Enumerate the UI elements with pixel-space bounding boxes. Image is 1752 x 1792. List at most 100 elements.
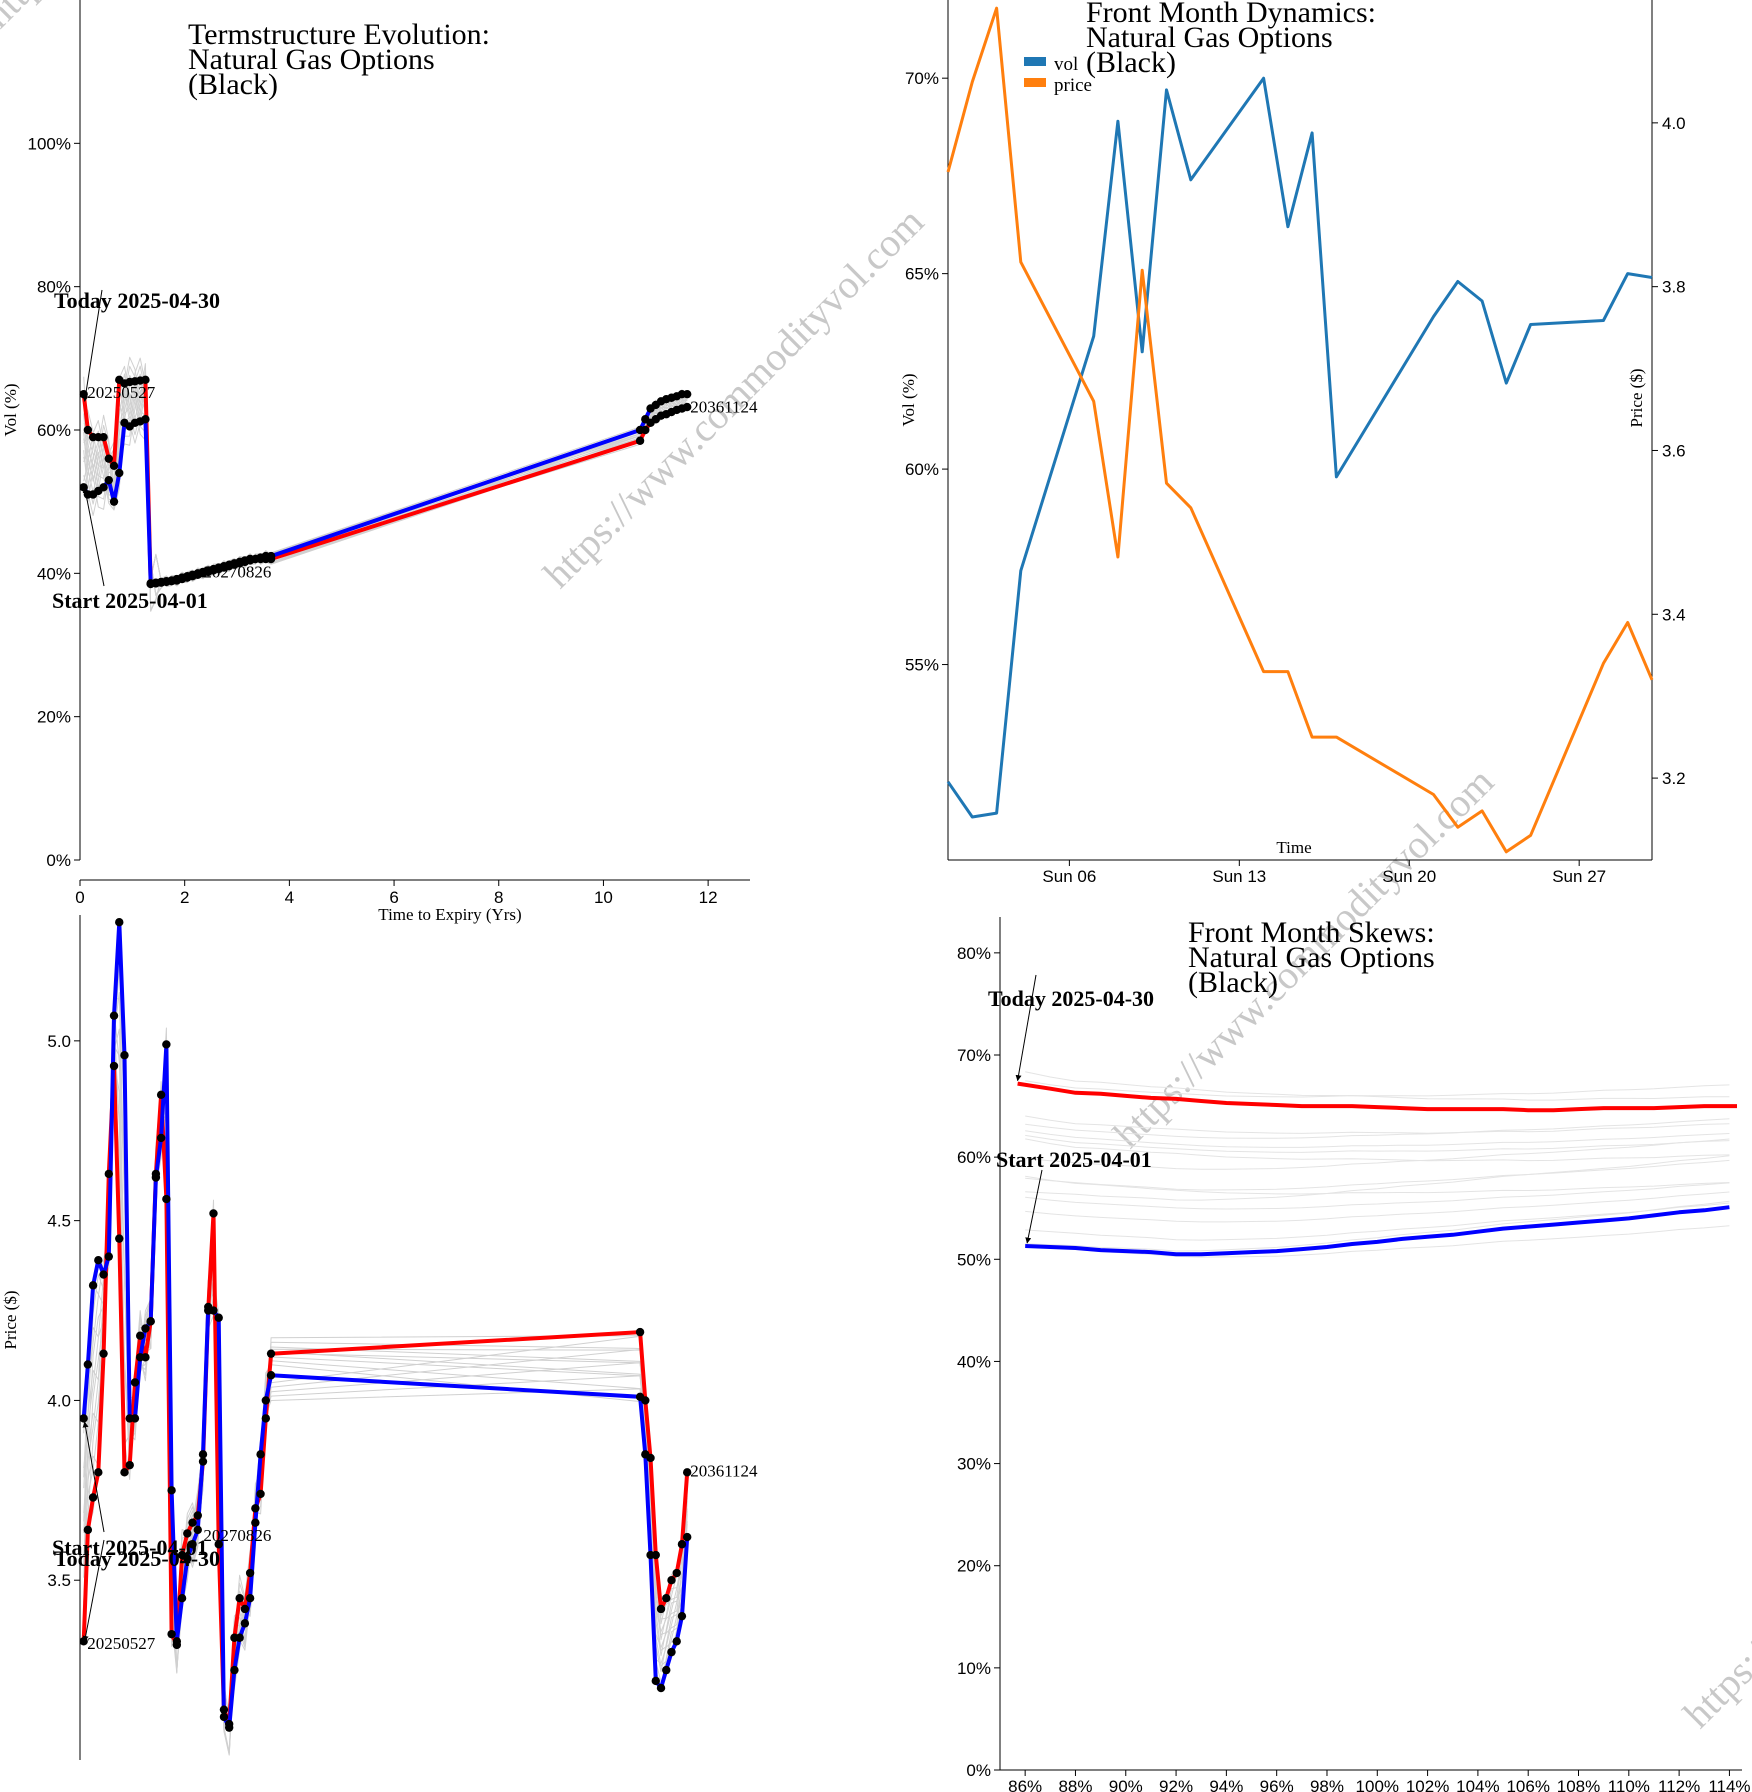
history-curve bbox=[83, 357, 688, 612]
data-point bbox=[193, 1525, 202, 1535]
data-point bbox=[230, 1665, 239, 1675]
data-point bbox=[245, 1568, 255, 1578]
y-tick: 4.0 bbox=[47, 1391, 80, 1410]
history-curve bbox=[83, 365, 688, 612]
data-point bbox=[183, 1529, 192, 1538]
y-tick: 40% bbox=[957, 1352, 1000, 1371]
data-point bbox=[109, 497, 119, 506]
data-point bbox=[141, 1324, 150, 1333]
history-skew bbox=[1025, 1159, 1730, 1191]
x-tick-label: 10 bbox=[594, 888, 613, 907]
y-tick: 55% bbox=[905, 656, 948, 675]
data-point bbox=[135, 1353, 145, 1362]
y-tick: 5.0 bbox=[47, 1032, 80, 1051]
data-point bbox=[635, 1392, 645, 1402]
annotation-arrow bbox=[82, 289, 103, 402]
y-tick-label: 4.0 bbox=[47, 1391, 71, 1410]
data-point bbox=[214, 1313, 223, 1322]
expiry-label: 20250527 bbox=[87, 1634, 156, 1653]
y-tick: 60% bbox=[905, 460, 948, 479]
data-point bbox=[130, 1414, 140, 1423]
x-tick-label: 110% bbox=[1608, 1777, 1650, 1792]
history-skew bbox=[1025, 1080, 1730, 1098]
data-point bbox=[240, 1619, 250, 1628]
series-line bbox=[1017, 1081, 1737, 1113]
history-skew bbox=[1025, 1130, 1730, 1148]
legend-label: vol bbox=[1054, 54, 1078, 75]
data-point bbox=[635, 436, 645, 445]
annotation-arrow bbox=[1015, 974, 1037, 1082]
history-skew bbox=[1025, 1071, 1730, 1101]
y-tick: 65% bbox=[905, 265, 948, 284]
watermark-text: https://www.commodityvol.com bbox=[1675, 1339, 1752, 1737]
x-tick: 106% bbox=[1506, 1770, 1550, 1792]
data-point bbox=[198, 1450, 208, 1459]
series-line bbox=[1025, 1205, 1730, 1257]
data-point bbox=[172, 1637, 182, 1646]
x-tick: 92% bbox=[1159, 1770, 1193, 1792]
x-tick: 104% bbox=[1456, 1770, 1500, 1792]
chart-title-line: (Black) bbox=[1188, 966, 1278, 999]
expiry-label: 20250527 bbox=[87, 383, 156, 402]
data-point bbox=[635, 1327, 645, 1337]
data-point bbox=[79, 1414, 88, 1423]
x-tick: 2 bbox=[180, 880, 189, 907]
data-point bbox=[235, 1593, 244, 1603]
y-tick-label: 10% bbox=[957, 1659, 991, 1678]
x-tick-label: 96% bbox=[1260, 1777, 1294, 1792]
data-point bbox=[109, 1011, 119, 1020]
data-point bbox=[141, 375, 150, 385]
price-curve-chart: 3.5 4.0 4.5 5.0 Price ($) 20250527 20270826 203… bbox=[1, 915, 758, 1760]
data-point bbox=[219, 1705, 229, 1714]
y-tick-label: 65% bbox=[905, 265, 939, 284]
y-tick-label: 20% bbox=[957, 1557, 991, 1576]
y-axis-label: Price ($) bbox=[1, 1290, 20, 1349]
data-point bbox=[156, 1090, 166, 1099]
data-point bbox=[88, 1493, 98, 1502]
x-tick: 86% bbox=[1008, 1770, 1042, 1792]
y-tick: 50% bbox=[957, 1250, 1000, 1269]
data-point bbox=[130, 1378, 140, 1387]
y-tick: 30% bbox=[957, 1455, 1000, 1474]
data-point bbox=[235, 1633, 244, 1642]
x-tick-label: 12 bbox=[699, 888, 718, 907]
x-tick-label: 108% bbox=[1557, 1777, 1600, 1792]
y-tick-label: 70% bbox=[957, 1046, 991, 1065]
x-tick: 90% bbox=[1109, 1770, 1143, 1792]
data-point bbox=[104, 1169, 113, 1179]
x-tick: 6 bbox=[389, 880, 399, 907]
x-tick: 96% bbox=[1260, 1770, 1294, 1792]
axes bbox=[79, 0, 750, 881]
y-right-tick-label: 3.2 bbox=[1662, 769, 1686, 788]
y-right-tick: 3.2 bbox=[1652, 769, 1686, 788]
x-tick: 8 bbox=[494, 880, 503, 907]
data-point bbox=[162, 1194, 171, 1204]
x-tick: Sun 06 bbox=[1042, 860, 1096, 886]
x-axis-label: Time to Expiry (Yrs) bbox=[378, 905, 521, 924]
data-point bbox=[88, 1281, 98, 1290]
data-point bbox=[641, 1450, 650, 1459]
annotation-arrow bbox=[82, 1421, 105, 1533]
y-tick-label: 50% bbox=[957, 1250, 991, 1269]
data-point bbox=[261, 1396, 271, 1405]
data-point bbox=[667, 1647, 676, 1657]
y-right-tick-label: 4.0 bbox=[1662, 114, 1686, 133]
history-skew bbox=[1025, 1225, 1730, 1258]
data-point bbox=[667, 1576, 676, 1585]
data-point bbox=[83, 425, 93, 435]
x-tick: Sun 13 bbox=[1212, 860, 1266, 886]
x-tick-label: Sun 06 bbox=[1042, 867, 1096, 886]
x-tick: 102% bbox=[1406, 1770, 1449, 1792]
x-tick-label: 8 bbox=[494, 888, 503, 907]
data-point bbox=[193, 1511, 202, 1520]
y-tick-label: 60% bbox=[905, 460, 939, 479]
series-line bbox=[81, 920, 690, 1730]
annotation-today: Today 2025-04-30 bbox=[54, 1546, 220, 1571]
history-skew bbox=[1025, 1200, 1730, 1252]
x-tick-label: Sun 20 bbox=[1382, 867, 1436, 886]
x-tick: 94% bbox=[1209, 1770, 1243, 1792]
x-tick: Sun 27 bbox=[1552, 860, 1606, 886]
data-point bbox=[135, 1331, 145, 1340]
y-right-tick-label: 3.8 bbox=[1662, 278, 1686, 297]
